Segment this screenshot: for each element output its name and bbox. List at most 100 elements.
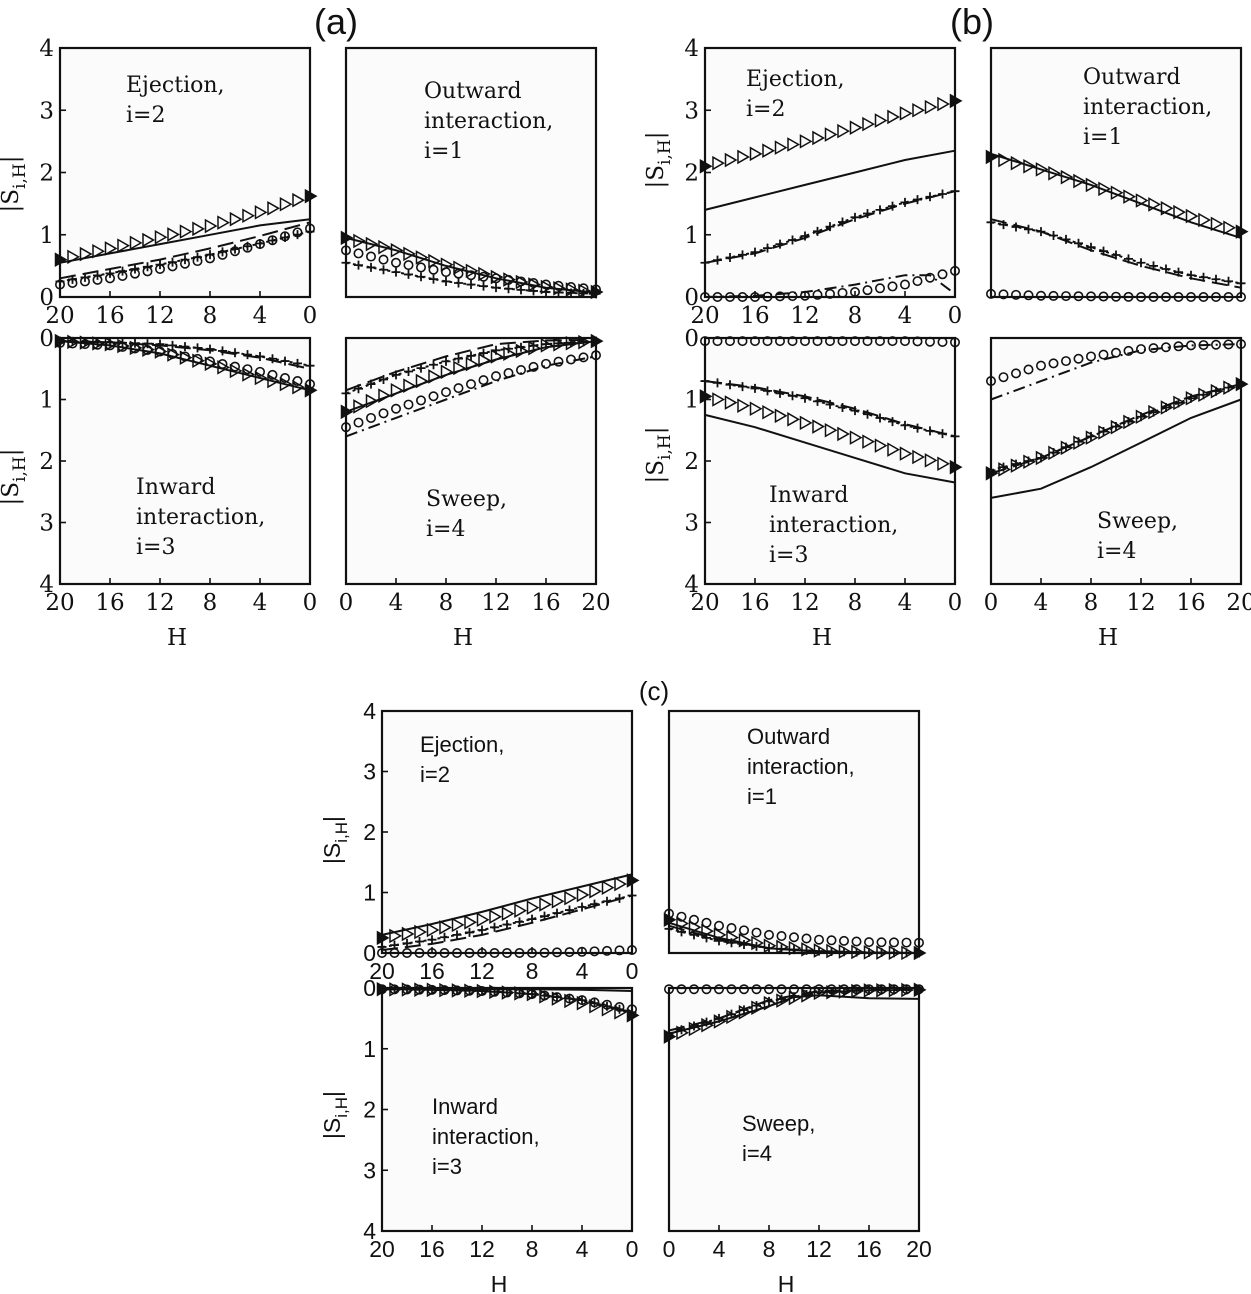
- y-tick-label: 4: [39, 572, 54, 598]
- circle-marker: [949, 337, 960, 348]
- x-tick-label: 16: [740, 590, 769, 616]
- circle-marker: [1010, 368, 1021, 379]
- triangle-marker: [576, 995, 590, 1011]
- triangle-marker: [501, 985, 515, 1000]
- panel-annotation-line: i=4: [426, 517, 465, 542]
- y-tick-label: 1: [39, 223, 54, 249]
- triangle-marker: [949, 459, 963, 475]
- triangle-marker: [204, 218, 218, 234]
- circle-marker: [699, 336, 710, 347]
- circle-marker: [924, 272, 935, 283]
- circle-marker: [724, 336, 735, 347]
- y-tick-label: 1: [363, 1036, 376, 1062]
- y-tick-label: 3: [363, 1157, 376, 1183]
- circle-marker: [378, 408, 389, 419]
- plus-marker: [354, 260, 363, 270]
- plus-marker: [427, 935, 437, 945]
- plot-frame: [380, 986, 634, 1233]
- triangle-marker: [564, 993, 578, 1009]
- circle-marker: [1036, 360, 1047, 371]
- triangle-marker: [1223, 220, 1237, 236]
- triangle-marker: [589, 883, 603, 899]
- plus-marker: [205, 344, 215, 354]
- circle-marker: [490, 371, 501, 382]
- x-tick-label: 16: [419, 958, 445, 984]
- plus-marker: [452, 930, 462, 940]
- triangle-marker: [849, 120, 863, 135]
- x-tick-label: 0: [948, 590, 963, 616]
- x-tick-label: 12: [145, 590, 174, 616]
- triangle-marker: [464, 915, 478, 930]
- triangle-marker: [428, 253, 442, 269]
- circle-marker: [1123, 345, 1134, 356]
- plus-marker: [900, 197, 910, 207]
- group-title-a: (a): [314, 1, 358, 42]
- series-triangle: [54, 188, 318, 267]
- triangle-marker: [924, 453, 938, 468]
- plus-marker: [738, 250, 747, 260]
- circle-marker: [837, 336, 848, 347]
- panel-annotation-line: i=1: [1083, 125, 1122, 150]
- y-tick-label: 2: [39, 161, 54, 187]
- circle-marker: [155, 263, 166, 274]
- triangle-marker: [440, 257, 454, 272]
- triangle-marker: [104, 241, 118, 256]
- triangle-marker: [1235, 376, 1249, 392]
- plus-marker: [366, 262, 376, 272]
- x-tick-label: 0: [984, 590, 999, 616]
- triangle-marker: [1148, 404, 1162, 420]
- circle-marker: [1073, 353, 1084, 364]
- x-tick-label: 0: [948, 303, 963, 329]
- triangle-marker: [129, 340, 143, 356]
- series-triangle: [663, 912, 927, 961]
- triangle-marker: [1035, 162, 1049, 177]
- triangle-marker: [526, 986, 540, 1002]
- plus-marker: [938, 189, 947, 199]
- triangle-marker: [565, 335, 579, 351]
- triangle-marker: [751, 935, 765, 951]
- triangle-marker: [876, 945, 890, 960]
- plus-marker: [775, 239, 785, 249]
- triangle-marker: [217, 215, 231, 230]
- circle-marker: [304, 223, 315, 234]
- circle-marker: [851, 936, 862, 947]
- plus-marker: [1161, 264, 1171, 274]
- circle-marker: [1048, 290, 1059, 301]
- plus-marker: [429, 274, 438, 284]
- circle-marker: [1236, 339, 1247, 350]
- triangle-marker: [912, 449, 926, 465]
- series-triangle: [663, 982, 927, 1044]
- circle-marker: [1186, 291, 1197, 302]
- x-tick-label: 8: [439, 590, 454, 616]
- circle-marker: [626, 944, 637, 955]
- triangle-marker: [851, 944, 865, 960]
- plus-marker: [800, 231, 810, 241]
- circle-marker: [676, 984, 687, 995]
- series-solid: [59, 218, 311, 264]
- triangle-marker: [737, 149, 751, 165]
- triangle-marker: [376, 930, 390, 946]
- circle-marker: [888, 937, 899, 948]
- x-tick-label: 0: [626, 1236, 639, 1262]
- triangle-marker: [415, 250, 429, 265]
- plus-marker: [502, 920, 512, 930]
- triangle-marker: [601, 1001, 615, 1017]
- circle-marker: [787, 291, 798, 302]
- circle-marker: [553, 356, 564, 367]
- triangle-marker: [913, 982, 927, 998]
- plus-marker: [180, 342, 190, 352]
- circle-marker: [117, 270, 128, 281]
- circle-marker: [1073, 291, 1084, 302]
- circle-marker: [1023, 290, 1034, 301]
- triangle-marker: [478, 353, 492, 368]
- triangle-marker: [838, 984, 852, 999]
- panel-annotation-line: i=1: [747, 784, 777, 809]
- x-tick-label: 4: [576, 1236, 589, 1262]
- triangle-marker: [899, 106, 913, 121]
- circle-marker: [180, 258, 191, 269]
- circle-marker: [415, 262, 426, 273]
- triangle-marker: [353, 399, 367, 414]
- panel-annotation-line: Outward: [424, 79, 522, 104]
- triangle-marker: [826, 943, 840, 959]
